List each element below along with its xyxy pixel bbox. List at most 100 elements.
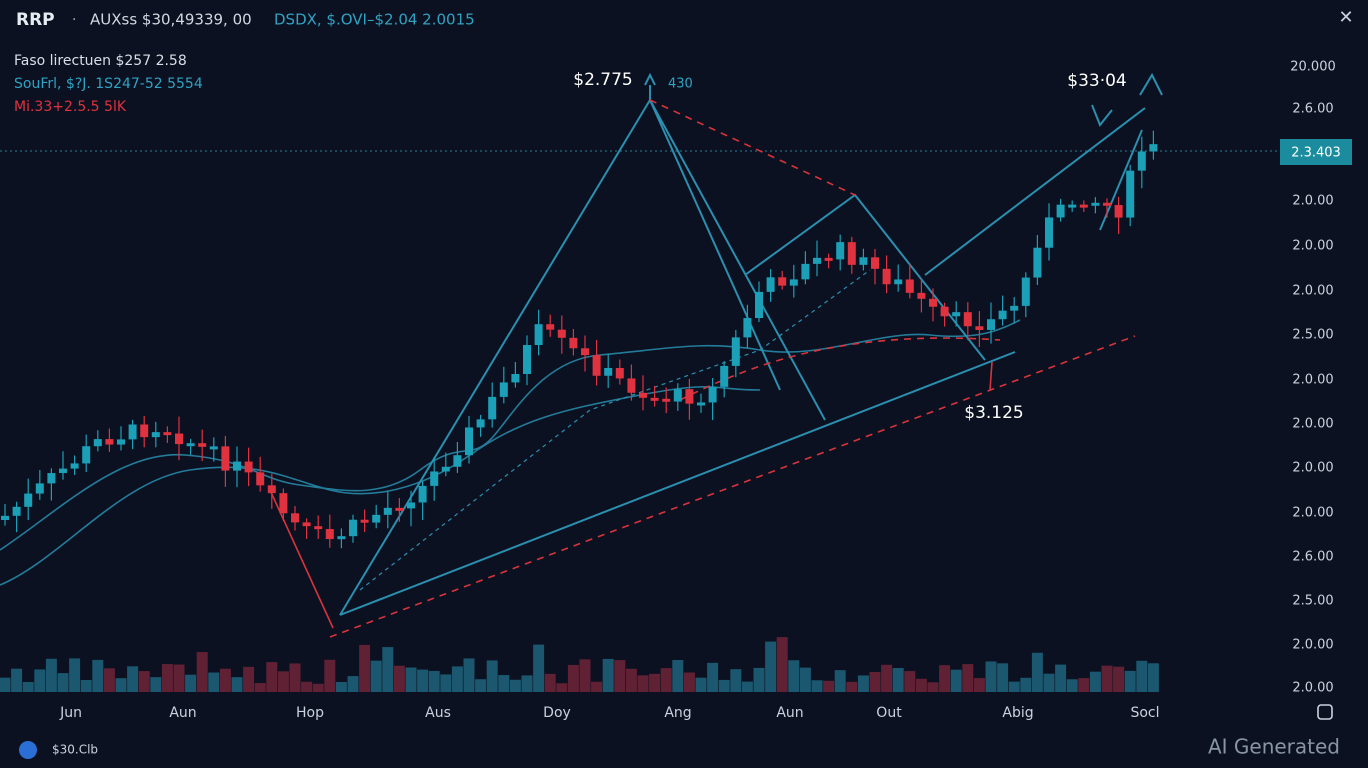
annotation: $2.775: [573, 70, 632, 90]
candle-body: [499, 382, 508, 397]
price-axis-label: 2.5.00: [1292, 328, 1333, 343]
candle-body: [801, 263, 810, 280]
volume-bar: [973, 678, 985, 692]
footer-label: $30.Clb: [52, 743, 98, 757]
candle-body: [778, 277, 787, 286]
time-axis-label: Ang: [664, 705, 691, 721]
volume-bar: [579, 659, 591, 692]
volume-bar: [695, 677, 707, 692]
candle-body: [186, 443, 195, 447]
volume-bar: [266, 662, 278, 692]
candle-body: [267, 485, 276, 494]
volume-bar: [289, 663, 301, 692]
volume-bar: [881, 664, 893, 692]
candle-body: [488, 396, 497, 420]
candle-body: [743, 318, 752, 338]
volume-bar: [173, 664, 185, 692]
candle-body: [546, 324, 555, 330]
price-axis-label: 20.000: [1290, 60, 1336, 75]
candle-body: [151, 432, 160, 438]
volume-bar: [707, 662, 719, 692]
volume-bar: [301, 681, 313, 692]
volume-bar: [660, 668, 672, 692]
price-axis-label: 2.6.00: [1292, 550, 1333, 565]
clock-icon[interactable]: [1317, 704, 1333, 720]
volume-bar: [1124, 670, 1136, 692]
logo: [19, 741, 37, 759]
close-button[interactable]: ✕: [1338, 7, 1353, 28]
candle-body: [569, 337, 578, 349]
volume-bar: [811, 680, 823, 692]
volume-bar: [324, 659, 336, 692]
candle-body: [198, 443, 207, 447]
symbol: RRP: [16, 10, 55, 30]
time-axis-label: Abig: [1002, 705, 1033, 721]
volume-bar: [753, 667, 765, 692]
volume-bar: [1066, 679, 1078, 692]
candle-body: [383, 507, 392, 515]
candle-body: [453, 455, 462, 467]
candle-body: [291, 513, 299, 523]
volume-bar: [637, 675, 649, 692]
volume-bar: [1089, 671, 1101, 692]
volume-bar: [939, 665, 951, 692]
candle-body: [523, 345, 531, 374]
separator: ·: [72, 12, 76, 28]
candle-body: [1, 515, 9, 520]
time-axis-label: Socl: [1130, 705, 1159, 721]
candle-body: [615, 368, 624, 379]
legend-line: Faso lirectuen $257 2.58: [14, 53, 187, 69]
volume-bar: [359, 644, 371, 692]
candle-body: [836, 242, 845, 260]
candle-body: [789, 279, 798, 286]
price-axis-label: 2.0.00: [1292, 194, 1333, 209]
candle-body: [975, 326, 984, 330]
candle-body: [12, 506, 21, 516]
candle-body: [859, 257, 868, 265]
candle-body: [1010, 305, 1019, 311]
volume-bar: [231, 677, 243, 692]
annotation: 430: [668, 77, 693, 92]
volume-bar: [463, 658, 475, 692]
dashed-line: [359, 269, 871, 591]
candle-body: [824, 257, 833, 261]
volume-bar: [0, 677, 11, 692]
candle-body: [917, 292, 926, 299]
volume-bar: [405, 667, 417, 692]
time-axis-label: Aun: [776, 705, 803, 721]
volume-bar: [857, 675, 869, 692]
candle-body: [233, 461, 241, 471]
candle-body: [302, 522, 311, 527]
volume-bar: [567, 664, 579, 692]
candle-body: [685, 389, 694, 404]
volume-bar: [417, 669, 429, 692]
time-axis-label: Out: [876, 705, 902, 721]
volume-bar: [834, 670, 846, 692]
price-tag: 2.3.403: [1291, 146, 1341, 161]
volume-bar: [22, 682, 34, 692]
dashed-line: [329, 99, 1136, 638]
volume-bar: [904, 671, 916, 692]
candle-body: [128, 424, 137, 440]
volume-bar: [718, 679, 730, 692]
volume-bar: [1113, 666, 1125, 692]
candle-body: [662, 398, 671, 402]
volume-bar: [544, 673, 556, 692]
volume-bar: [962, 664, 974, 692]
annotation: $3.125: [964, 403, 1023, 423]
volume-bar: [34, 669, 46, 692]
candle-body: [1137, 151, 1146, 171]
candle-body: [1033, 247, 1042, 278]
candle-body: [650, 397, 659, 401]
volume-bar: [1147, 663, 1159, 692]
candle-body: [418, 485, 427, 503]
volume-bar: [45, 658, 57, 692]
candle-body: [244, 461, 253, 473]
volume-bar: [277, 671, 289, 692]
candle-body: [82, 446, 91, 464]
price-axis-label: 2.0.00: [1292, 506, 1333, 521]
volume-bar: [846, 681, 858, 692]
volume-bar: [1008, 681, 1020, 692]
candle-body: [1079, 204, 1088, 208]
